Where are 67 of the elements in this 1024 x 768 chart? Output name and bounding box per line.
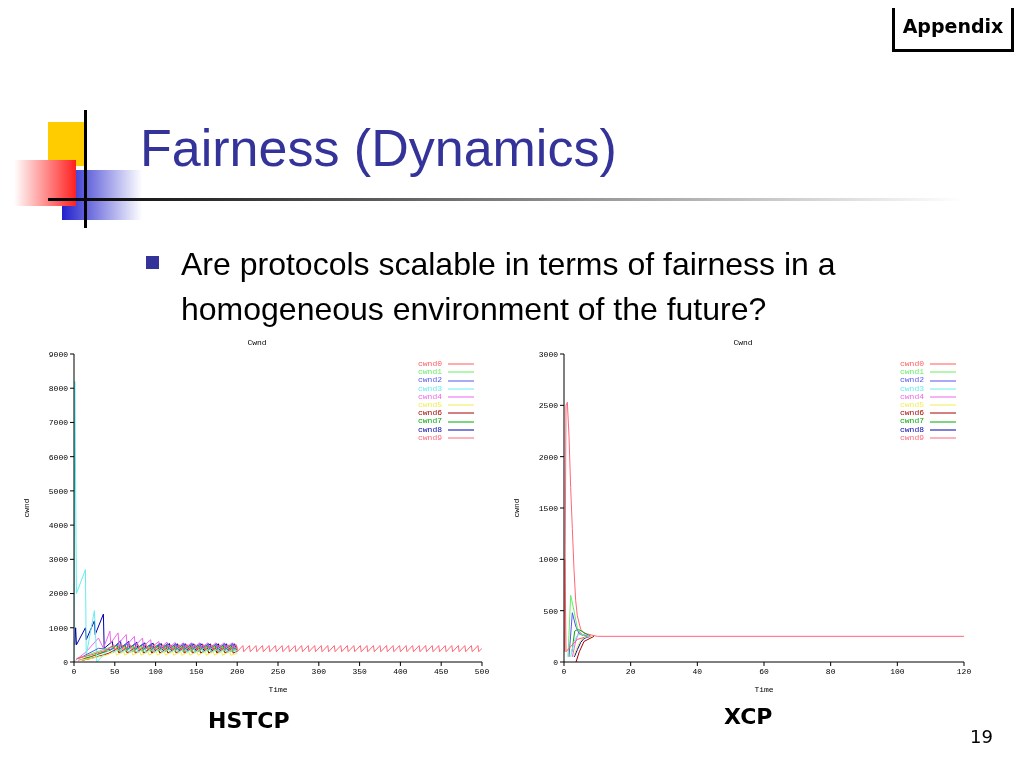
y-tick-label: 8000 — [48, 384, 69, 394]
x-tick-label: 0 — [561, 666, 567, 676]
legend-label: cwnd6 — [417, 408, 442, 418]
legend-label: cwnd5 — [899, 400, 924, 410]
legend-label: cwnd5 — [417, 400, 442, 410]
legend-label: cwnd1 — [417, 367, 442, 377]
x-tick-label: 120 — [956, 666, 972, 676]
y-tick-label: 1500 — [538, 503, 559, 513]
x-tick-label: 450 — [434, 666, 449, 676]
y-tick-label: 3000 — [48, 555, 69, 565]
text: Appendix — [901, 14, 1005, 39]
y-tick-label: 0 — [553, 657, 559, 667]
text: 19 — [970, 726, 993, 747]
x-tick-label: 350 — [352, 666, 367, 676]
legend-label: cwnd2 — [417, 375, 442, 385]
x-tick-label: 60 — [759, 666, 769, 676]
x-tick-label: 300 — [311, 666, 327, 676]
x-tick-label: 80 — [825, 666, 836, 676]
y-axis-title: cwnd — [21, 498, 31, 518]
y-tick-label: 4000 — [48, 520, 69, 530]
legend-label: cwnd3 — [899, 383, 924, 393]
y-tick-label: 7000 — [48, 418, 69, 428]
x-tick-label: 20 — [625, 666, 636, 676]
x-tick-label: 40 — [692, 666, 703, 676]
legend-label: cwnd0 — [899, 359, 924, 369]
y-tick-label: 3000 — [538, 349, 559, 359]
legend-label: cwnd7 — [417, 416, 442, 426]
text: Fairness (Dynamics) — [140, 118, 617, 178]
x-tick-label: 100 — [148, 666, 163, 676]
text: Are protocols scalable in terms of fairness in a homogeneous environment of the future? — [181, 245, 837, 329]
legend-label: cwnd7 — [899, 416, 924, 426]
text: XCP — [724, 704, 773, 729]
y-tick-label: 2000 — [538, 452, 559, 462]
y-axis-title: cwnd — [511, 498, 521, 518]
x-axis-title: Time — [268, 685, 288, 694]
chart-title: Cwnd — [246, 338, 268, 347]
x-tick-label: 50 — [110, 666, 120, 676]
x-tick-label: 400 — [393, 666, 408, 676]
y-tick-label: 5000 — [48, 486, 69, 496]
y-tick-label: 0 — [63, 657, 69, 667]
legend-label: cwnd1 — [899, 367, 924, 377]
legend-label: cwnd2 — [899, 375, 924, 385]
x-tick-label: 200 — [230, 666, 245, 676]
x-axis-title: Time — [754, 685, 774, 694]
x-tick-label: 250 — [270, 666, 286, 676]
y-tick-label: 500 — [543, 606, 559, 616]
x-tick-label: 100 — [890, 666, 905, 676]
legend-label: cwnd4 — [899, 391, 924, 402]
chart-title: Cwnd — [732, 338, 754, 347]
y-tick-label: 1000 — [48, 623, 69, 633]
x-tick-label: 0 — [71, 666, 77, 676]
legend-label: cwnd9 — [899, 432, 924, 443]
legend-label: cwnd8 — [899, 424, 924, 434]
y-tick-label: 9000 — [48, 349, 69, 359]
y-tick-label: 1000 — [538, 555, 559, 565]
legend-label: cwnd9 — [417, 432, 442, 443]
text: HSTCP — [208, 708, 290, 733]
legend-label: cwnd4 — [417, 391, 442, 402]
y-tick-label: 6000 — [48, 452, 69, 462]
x-tick-label: 150 — [189, 666, 204, 676]
y-tick-label: 2500 — [538, 401, 559, 411]
legend-label: cwnd8 — [417, 424, 442, 434]
legend-label: cwnd3 — [417, 383, 442, 393]
y-tick-label: 2000 — [48, 589, 69, 599]
legend-label: cwnd6 — [899, 408, 924, 418]
legend-label: cwnd0 — [417, 359, 442, 369]
x-tick-label: 500 — [474, 666, 490, 676]
